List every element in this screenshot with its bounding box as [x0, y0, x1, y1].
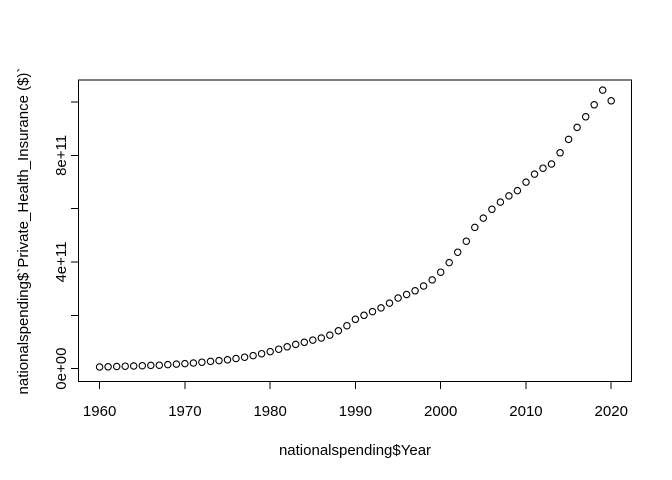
data-point: [607, 97, 615, 105]
data-point: [291, 340, 300, 349]
data-point: [223, 356, 232, 364]
data-point: [309, 336, 317, 344]
data-point: [539, 164, 547, 172]
data-point: [274, 345, 283, 353]
plot-box: [77, 79, 633, 383]
data-point: [453, 248, 462, 256]
data-point: [300, 338, 309, 347]
data-point: [317, 334, 326, 342]
data-point: [172, 360, 181, 368]
x-axis-tick-label: 2010: [509, 403, 542, 420]
data-point: [496, 198, 505, 206]
y-axis-tick-label: 8e+11: [53, 135, 70, 176]
data-point: [590, 101, 598, 109]
data-point: [394, 294, 402, 302]
y-axis-tick-label: 0e+00: [53, 348, 70, 390]
data-point: [385, 299, 394, 307]
data-point: [360, 311, 368, 320]
data-point: [232, 354, 240, 363]
data-point: [556, 149, 564, 157]
data-point: [581, 113, 590, 121]
data-point: [95, 363, 104, 371]
data-point: [343, 321, 351, 330]
data-point: [257, 349, 266, 358]
data-point: [513, 186, 522, 195]
data-point: [573, 123, 581, 132]
data-point: [368, 307, 377, 316]
x-axis-tick-label: 2020: [595, 403, 628, 420]
data-point: [181, 359, 189, 368]
data-point: [419, 282, 428, 290]
data-point: [104, 363, 112, 371]
data-point: [436, 268, 445, 276]
data-point: [428, 276, 436, 284]
data-point: [198, 358, 206, 366]
data-point: [334, 327, 343, 335]
data-point: [462, 237, 471, 245]
x-axis-tick-label: 1970: [168, 403, 201, 420]
chart-generated-content: 1960 1970 1980 1990 2000 2010 2020 0e+00 4e+11 8e…: [53, 79, 633, 420]
data-point: [488, 205, 496, 214]
data-point: [411, 287, 419, 295]
data-point: [215, 356, 223, 365]
x-axis-tick-label: 1980: [253, 403, 286, 420]
data-point: [479, 214, 488, 222]
data-point: [266, 347, 274, 356]
data-point: [445, 258, 453, 267]
y-axis-title: nationalspending$`Private_Health_Insuran…: [15, 68, 32, 395]
data-point: [530, 170, 539, 178]
data-point: [155, 361, 164, 369]
data-point: [564, 135, 573, 144]
x-axis-tick-label: 1990: [339, 403, 372, 420]
data-point: [377, 304, 385, 312]
data-point: [112, 362, 121, 371]
data-point: [147, 361, 155, 370]
data-point: [598, 86, 607, 94]
data-point: [505, 192, 513, 200]
data-point: [138, 361, 147, 370]
data-point: [471, 223, 479, 232]
x-axis-tick-label: 2000: [424, 403, 457, 420]
data-point: [206, 357, 215, 366]
data-point: [351, 315, 360, 324]
data-point: [283, 343, 291, 351]
y-axis-tick-label: 4e+11: [53, 242, 70, 283]
x-axis-tick-label: 1960: [83, 403, 116, 420]
data-point: [402, 290, 411, 299]
data-point: [522, 178, 530, 186]
data-point: [129, 362, 138, 370]
data-point: [547, 160, 556, 168]
data-point: [326, 331, 334, 339]
data-point: [189, 359, 198, 367]
data-point: [249, 351, 257, 360]
x-axis-title: nationalspending$Year: [279, 442, 431, 459]
data-point: [240, 353, 249, 361]
data-point: [121, 362, 129, 370]
data-point: [164, 360, 172, 369]
